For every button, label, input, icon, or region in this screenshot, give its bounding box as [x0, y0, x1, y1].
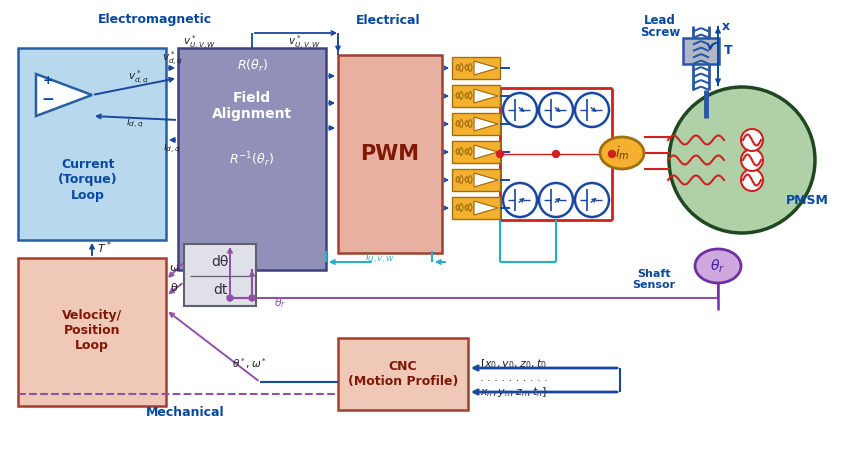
Text: $v_{U,V,W}^*$: $v_{U,V,W}^*$: [288, 34, 322, 52]
Text: dθ: dθ: [211, 255, 229, 269]
Bar: [184, 244, 256, 306]
Circle shape: [539, 183, 573, 217]
Ellipse shape: [600, 137, 644, 169]
Text: −: −: [42, 93, 54, 108]
Circle shape: [575, 183, 609, 217]
Circle shape: [503, 93, 537, 127]
Text: Lead: Lead: [644, 13, 676, 27]
Polygon shape: [474, 173, 498, 187]
Text: Screw: Screw: [640, 26, 680, 38]
Text: Alignment: Alignment: [212, 107, 292, 121]
Text: $T^*$: $T^*$: [97, 240, 112, 256]
Circle shape: [503, 183, 537, 217]
Text: Velocity/
Position
Loop: Velocity/ Position Loop: [62, 309, 122, 351]
Circle shape: [553, 151, 559, 158]
Text: Electrical: Electrical: [356, 13, 420, 27]
Circle shape: [669, 87, 815, 233]
Text: $i_{d,q}$: $i_{d,q}$: [126, 116, 144, 130]
Bar: [452, 113, 500, 135]
Bar: [18, 258, 166, 406]
Circle shape: [741, 149, 763, 171]
Circle shape: [741, 129, 763, 151]
Text: CNC
(Motion Profile): CNC (Motion Profile): [347, 360, 458, 388]
Text: Sensor: Sensor: [632, 280, 675, 290]
Text: +: +: [43, 73, 53, 87]
Bar: [452, 57, 500, 79]
Text: x: x: [722, 20, 730, 33]
Text: $[x_0, y_0, z_0, t_0$: $[x_0, y_0, z_0, t_0$: [480, 357, 547, 371]
Circle shape: [741, 169, 763, 191]
Text: Field: Field: [233, 91, 271, 105]
Text: Current
(Torque)
Loop: Current (Torque) Loop: [58, 158, 118, 202]
Text: . . . . . . . . . .: . . . . . . . . . .: [480, 373, 547, 383]
Text: θ: θ: [171, 283, 178, 293]
Bar: [452, 141, 500, 163]
Circle shape: [608, 151, 615, 158]
Ellipse shape: [695, 249, 741, 283]
Circle shape: [497, 151, 504, 158]
Text: $x_n, y_n, z_n, t_n]$: $x_n, y_n, z_n, t_n]$: [480, 385, 547, 399]
Text: $\theta_r$: $\theta_r$: [274, 296, 287, 310]
Text: PMSM: PMSM: [786, 193, 829, 207]
Text: $i_{U,V,W}$: $i_{U,V,W}$: [365, 251, 395, 266]
Text: ω: ω: [169, 263, 178, 273]
Bar: [18, 48, 166, 240]
Text: Shaft: Shaft: [637, 269, 671, 279]
Polygon shape: [474, 145, 498, 159]
Text: $v_{d,q}^*$: $v_{d,q}^*$: [161, 49, 183, 67]
Text: $R(\theta_r)$: $R(\theta_r)$: [237, 58, 268, 74]
Text: $v_{U,V,W}^*$: $v_{U,V,W}^*$: [184, 34, 216, 52]
Text: $i_m$: $i_m$: [614, 144, 629, 162]
Text: $R^{-1}(\theta_r)$: $R^{-1}(\theta_r)$: [229, 151, 275, 169]
Text: $\theta^*, \omega^*$: $\theta^*, \omega^*$: [233, 357, 268, 371]
Circle shape: [249, 295, 255, 301]
Text: $v_{d,q}^*$: $v_{d,q}^*$: [128, 68, 148, 86]
Bar: [338, 338, 468, 410]
Bar: [338, 55, 442, 253]
Bar: [178, 48, 326, 270]
Polygon shape: [474, 201, 498, 215]
Circle shape: [227, 295, 233, 301]
Circle shape: [575, 93, 609, 127]
Text: $i_{d,q}$: $i_{d,q}$: [163, 141, 181, 155]
Bar: [452, 85, 500, 107]
Text: $\theta_r$: $\theta_r$: [710, 257, 726, 275]
Bar: [452, 197, 500, 219]
Text: Electromagnetic: Electromagnetic: [98, 13, 212, 27]
Text: PWM: PWM: [360, 144, 420, 164]
Text: dt: dt: [213, 283, 227, 297]
Polygon shape: [474, 61, 498, 75]
Circle shape: [539, 93, 573, 127]
Bar: [683, 38, 719, 64]
Text: T: T: [723, 44, 733, 58]
Bar: [452, 169, 500, 191]
Polygon shape: [36, 74, 92, 116]
Polygon shape: [474, 89, 498, 103]
Text: Mechanical: Mechanical: [146, 405, 224, 419]
Polygon shape: [474, 117, 498, 131]
